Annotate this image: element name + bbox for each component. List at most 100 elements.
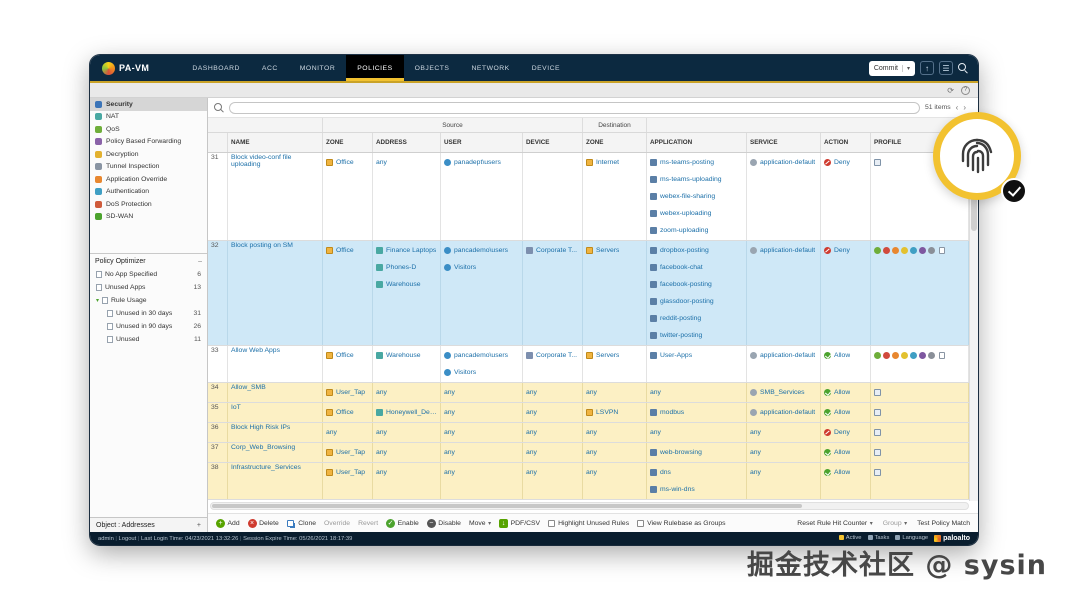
col-header-service-7[interactable]: SERVICE: [747, 133, 821, 152]
optimizer-item-unused-in-30-days[interactable]: Unused in 30 days 31: [90, 307, 207, 320]
cell-value[interactable]: Finance Laptops: [376, 242, 437, 259]
cell-value[interactable]: Warehouse: [376, 276, 437, 293]
tab-acc[interactable]: ACC: [261, 64, 278, 72]
sidebar-item-dos-protection[interactable]: DoS Protection: [90, 198, 207, 211]
cell-value[interactable]: Corporate T...: [526, 347, 579, 364]
cell-value[interactable]: any: [526, 404, 579, 421]
cell-value[interactable]: ms-teams-uploading: [650, 171, 743, 188]
cell-value[interactable]: Visitors: [444, 364, 519, 381]
sidebar-item-nat[interactable]: NAT: [90, 111, 207, 124]
cell-value[interactable]: any: [650, 424, 743, 441]
cell-value[interactable]: any: [586, 464, 643, 481]
rule-name-link[interactable]: Corp_Web_Browsing: [231, 444, 296, 451]
cell-value[interactable]: dns: [650, 464, 743, 481]
sidebar-item-authentication[interactable]: Authentication: [90, 186, 207, 199]
profile-icons[interactable]: [874, 424, 965, 441]
cell-value[interactable]: application-default: [750, 154, 817, 171]
cell-value[interactable]: zoom-uploading: [650, 222, 743, 239]
rule-name-link[interactable]: Block video-conf file uploading: [231, 154, 292, 168]
status-active[interactable]: Active: [838, 535, 862, 542]
task-manager-icon[interactable]: ☰: [939, 61, 953, 75]
cell-value[interactable]: Office: [326, 154, 369, 171]
sidebar-item-decryption[interactable]: Decryption: [90, 148, 207, 161]
rule-name-link[interactable]: IoT: [231, 404, 241, 411]
cell-value[interactable]: any: [444, 464, 519, 481]
table-row[interactable]: 37 Corp_Web_Browsing User_Tap any any any any w…: [208, 443, 969, 463]
move-button[interactable]: Move ▾: [469, 520, 491, 527]
help-icon[interactable]: ?: [961, 85, 970, 95]
cell-value[interactable]: any: [376, 444, 437, 461]
col-header-user-3[interactable]: USER: [441, 133, 523, 152]
cell-value[interactable]: any: [526, 384, 579, 401]
cell-value[interactable]: application-default: [750, 404, 817, 421]
delete-button[interactable]: × Delete: [247, 518, 279, 528]
cell-value[interactable]: any: [444, 384, 519, 401]
sidebar-item-sd-wan[interactable]: SD-WAN: [90, 211, 207, 224]
action-value[interactable]: Allow: [824, 464, 867, 481]
action-value[interactable]: Deny: [824, 424, 867, 441]
table-row[interactable]: 34 Allow_SMB User_Tap any any any any any SMB_Se…: [208, 383, 969, 403]
optimizer-item-no-app-specified[interactable]: No App Specified 6: [90, 268, 207, 281]
action-value[interactable]: Deny: [824, 154, 867, 171]
cell-value[interactable]: any: [750, 464, 817, 481]
checkbox-icon[interactable]: [637, 519, 645, 527]
cell-value[interactable]: any: [750, 424, 817, 441]
cell-value[interactable]: User_Tap: [326, 384, 369, 401]
filter-input[interactable]: [229, 101, 920, 114]
profile-icons[interactable]: [874, 242, 965, 259]
cell-value[interactable]: application-default: [750, 242, 817, 259]
cell-value[interactable]: any: [526, 464, 579, 481]
col-header-address-2[interactable]: ADDRESS: [373, 133, 441, 152]
cell-value[interactable]: modbus: [650, 404, 743, 421]
optimizer-item-unused[interactable]: Unused 11: [90, 333, 207, 346]
cell-value[interactable]: webex-file-sharing: [650, 188, 743, 205]
cell-value[interactable]: twitter-posting: [650, 327, 743, 344]
rule-name-link[interactable]: Block High Risk IPs: [231, 424, 291, 431]
sidebar-item-qos[interactable]: QoS: [90, 123, 207, 136]
cell-value[interactable]: any: [586, 384, 643, 401]
action-value[interactable]: Allow: [824, 384, 867, 401]
cell-value[interactable]: ms-teams-posting: [650, 154, 743, 171]
table-row[interactable]: 38 Infrastructure_Services User_Tap any any a…: [208, 463, 969, 500]
view-rulebase-as-groups-checkbox[interactable]: View Rulebase as Groups: [637, 519, 726, 527]
save-config-icon[interactable]: ↑: [920, 61, 934, 75]
cell-value[interactable]: User_Tap: [326, 444, 369, 461]
tab-network[interactable]: NETWORK: [471, 64, 510, 72]
cell-value[interactable]: web-browsing: [650, 444, 743, 461]
cell-value[interactable]: facebook-chat: [650, 259, 743, 276]
pdf-csv-button[interactable]: ↓ PDF/CSV: [499, 518, 540, 528]
clone-button[interactable]: Clone: [286, 519, 316, 527]
sidebar-item-tunnel-inspection[interactable]: Tunnel Inspection: [90, 161, 207, 174]
cell-value[interactable]: Office: [326, 347, 369, 364]
checkbox-icon[interactable]: [548, 519, 556, 527]
cell-value[interactable]: glassdoor-posting: [650, 293, 743, 310]
sidebar-item-policy-based-forwarding[interactable]: Policy Based Forwarding: [90, 136, 207, 149]
cell-value[interactable]: Phones-D: [376, 259, 437, 276]
tab-policies[interactable]: POLICIES: [346, 55, 404, 81]
tab-dashboard[interactable]: DASHBOARD: [192, 64, 240, 72]
cell-value[interactable]: Office: [326, 404, 369, 421]
disable-button[interactable]: − Disable: [426, 518, 461, 528]
cell-value[interactable]: webex-uploading: [650, 205, 743, 222]
col-header-zone-1[interactable]: ZONE: [323, 133, 373, 152]
add-button[interactable]: + Add: [216, 518, 240, 528]
optimizer-item-unused-in-90-days[interactable]: Unused in 90 days 26: [90, 320, 207, 333]
table-row[interactable]: 32 Block posting on SM Office Finance Lapto…: [208, 241, 969, 346]
cell-value[interactable]: any: [750, 444, 817, 461]
policy-optimizer-header[interactable]: Policy Optimizer –: [90, 254, 207, 268]
status-language[interactable]: Language: [895, 535, 928, 542]
cell-value[interactable]: any: [526, 424, 579, 441]
table-row[interactable]: 33 Allow Web Apps Office Warehouse pancademo…: [208, 346, 969, 383]
profile-icons[interactable]: [874, 154, 965, 171]
cell-value[interactable]: any: [444, 424, 519, 441]
enable-button[interactable]: ✓ Enable: [386, 518, 419, 528]
cell-value[interactable]: Honeywell_Devi...: [376, 404, 437, 421]
rule-name-link[interactable]: Allow Web Apps: [231, 347, 280, 354]
refresh-icon[interactable]: ⟳: [947, 85, 954, 95]
horizontal-scrollbar[interactable]: [210, 502, 969, 510]
cell-value[interactable]: Servers: [586, 347, 643, 364]
cell-value[interactable]: LSVPN: [586, 404, 643, 421]
commit-button[interactable]: Commit ▾: [868, 60, 915, 76]
cell-value[interactable]: Visitors: [444, 259, 519, 276]
col-header-name-0[interactable]: NAME: [228, 133, 323, 152]
